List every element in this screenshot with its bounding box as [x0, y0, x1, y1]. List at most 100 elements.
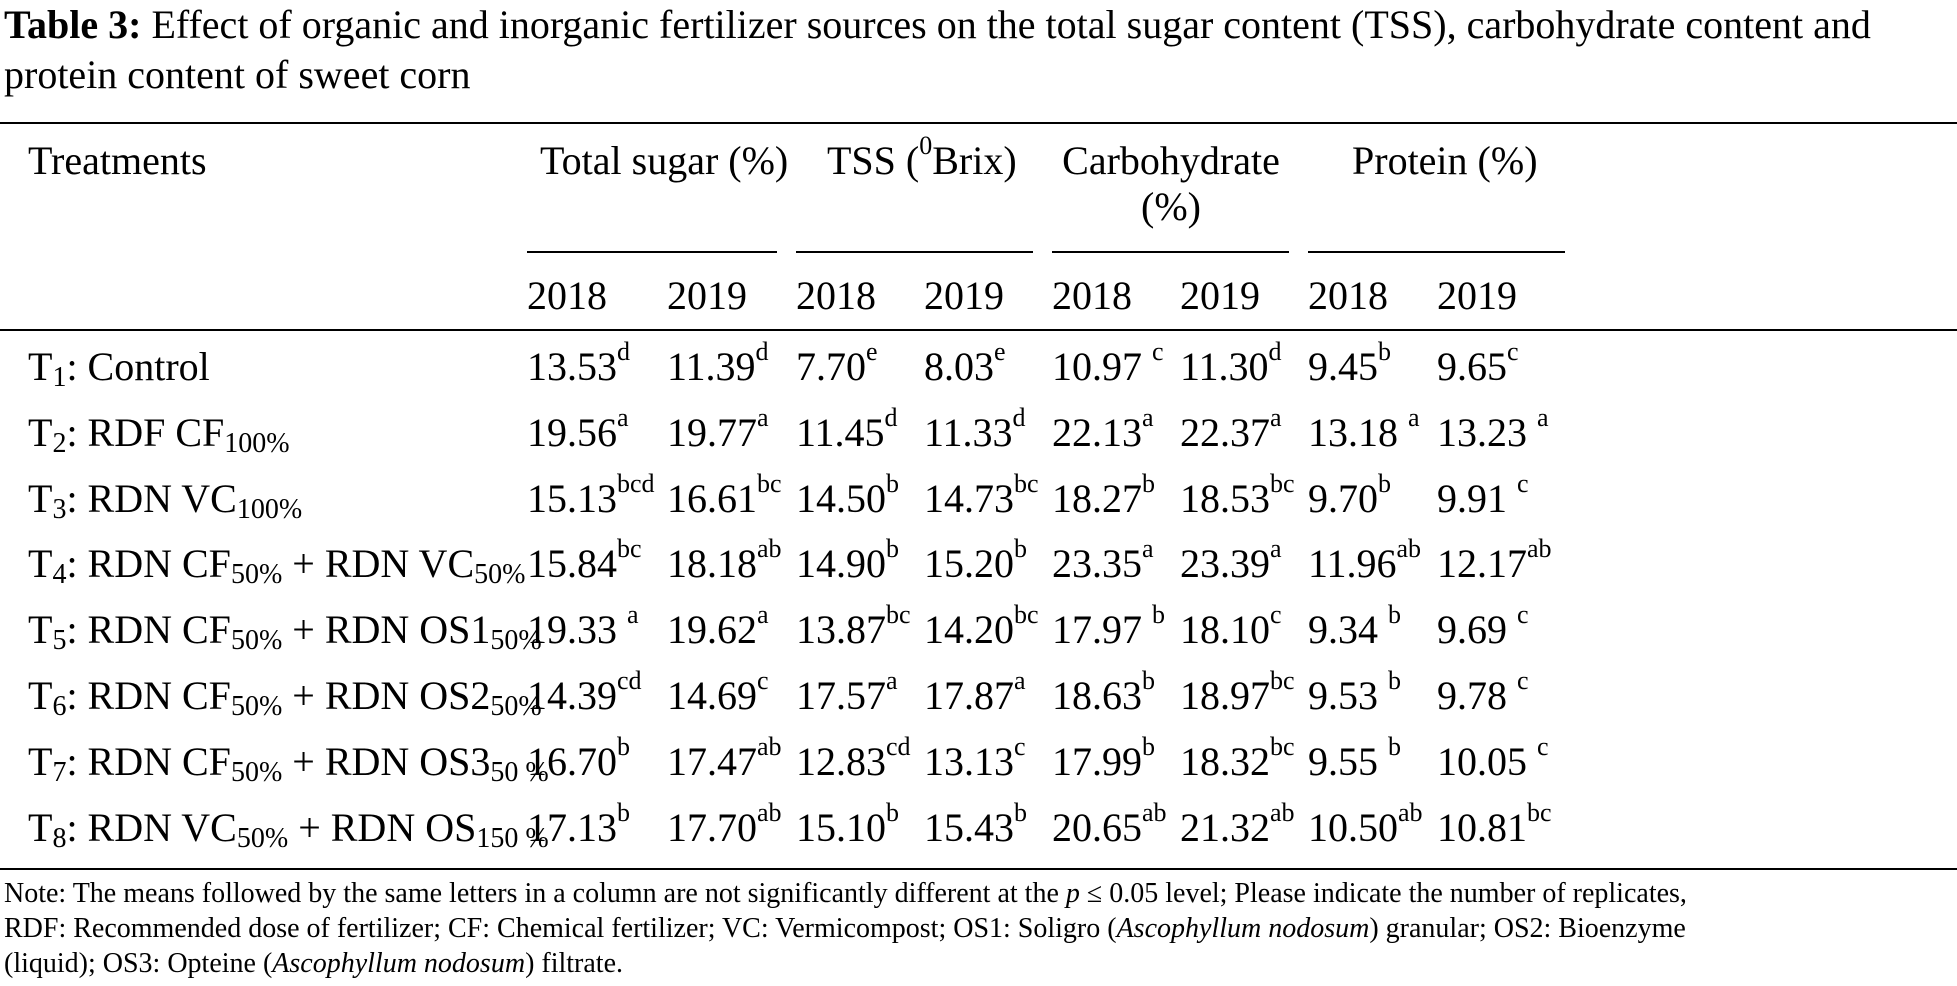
cell-letter: bc — [1014, 599, 1039, 629]
treatment-code: T — [28, 607, 53, 652]
cell-letter: e — [866, 336, 878, 366]
cell-letter: a — [627, 599, 639, 629]
cell-value: 17.87 — [924, 673, 1014, 718]
cell-value: 18.18 — [667, 541, 757, 586]
year-header-cell: 2018 — [1308, 273, 1388, 318]
header-tss-sup: 0 — [919, 130, 933, 160]
table-cell: 9.91 c — [1437, 470, 1529, 523]
cell-value: 15.10 — [796, 805, 886, 850]
table-cell: 9.34 b — [1308, 601, 1401, 654]
cell-letter: bc — [1527, 797, 1552, 827]
cell-value: 11.39 — [667, 344, 756, 389]
treatment-number: 5 — [52, 625, 67, 656]
treatment-label: T2: RDF CF100% — [28, 409, 290, 458]
cell-value: 9.45 — [1308, 344, 1378, 389]
treatment-dose: 100% — [236, 494, 303, 525]
treatment-label: T1: Control — [28, 343, 210, 392]
table-cell: 22.13a — [1052, 404, 1154, 457]
cell-letter: c — [1537, 731, 1549, 761]
cell-letter: c — [757, 665, 769, 695]
year-header-cell: 2018 — [1052, 273, 1132, 318]
treatment-code: T — [28, 476, 53, 521]
table-cell: 19.33 a — [527, 601, 639, 654]
table-cell: 12.17ab — [1437, 535, 1552, 588]
cell-value: 13.23 — [1437, 410, 1537, 455]
treatment-name: : RDN CF — [66, 739, 231, 784]
cell-value: 11.96 — [1308, 541, 1397, 586]
treatment-label: T8: RDN VC50% + RDN OS150 % — [28, 804, 549, 853]
cell-letter: d — [755, 336, 769, 366]
cell-value: 10.81 — [1437, 805, 1527, 850]
table-cell: 18.18ab — [667, 535, 782, 588]
group-rule-protein — [1308, 251, 1565, 253]
cell-value: 12.83 — [796, 739, 886, 784]
cell-value: 15.84 — [527, 541, 617, 586]
table-cell: 17.47ab — [667, 733, 782, 786]
table-caption: Table 3: Effect of organic and inorganic… — [4, 0, 1954, 100]
table-cell: 14.50b — [796, 470, 899, 523]
header-protein: Protein (%) — [1352, 138, 1538, 183]
cell-letter: c — [1014, 731, 1026, 761]
treatment-dose-2: 50% — [490, 625, 542, 656]
table-cell: 10.81bc — [1437, 799, 1552, 852]
cell-value: 11.33 — [924, 410, 1013, 455]
header-carbohydrate: Carbohydrate (%) — [1052, 138, 1290, 230]
cell-value: 10.50 — [1308, 805, 1398, 850]
note-line3-species: Ascophyllum nodosum — [272, 948, 526, 979]
treatment-label: T3: RDN VC100% — [28, 475, 303, 525]
table-cell: 13.13c — [924, 733, 1026, 786]
treatment-number: 4 — [52, 559, 67, 590]
cell-letter: b — [1388, 731, 1401, 761]
group-rule-tss — [796, 251, 1033, 253]
table-cell: 14.69c — [667, 667, 769, 720]
cell-value: 7.70 — [796, 344, 866, 389]
treatment-name: : Control — [66, 344, 210, 389]
cell-value: 17.13 — [527, 805, 617, 850]
table-cell: 17.99b — [1052, 733, 1155, 786]
cell-letter: a — [1014, 665, 1026, 695]
cell-letter: c — [1517, 599, 1529, 629]
table-cell: 11.45d — [796, 404, 898, 457]
table-cell: 22.37a — [1180, 404, 1282, 457]
cell-letter: e — [994, 336, 1006, 366]
treatment-name: : RDN VC — [66, 476, 237, 521]
table-cell: 10.97 c — [1052, 338, 1164, 391]
table-cell: 16.70b — [527, 733, 630, 786]
cell-letter: a — [1408, 402, 1420, 432]
table-cell: 9.45b — [1308, 338, 1391, 391]
cell-value: 19.33 — [527, 607, 627, 652]
cell-value: 17.57 — [796, 673, 886, 718]
cell-value: 21.32 — [1180, 805, 1270, 850]
table-cell: 17.87a — [924, 667, 1026, 720]
treatment-dose: 50% — [230, 691, 283, 722]
treatment-name-2: + RDN OS — [288, 805, 477, 850]
table-cell: 15.43b — [924, 799, 1027, 852]
cell-letter: c — [1270, 599, 1282, 629]
caption-label: Table 3: — [4, 2, 142, 47]
cell-letter: b — [886, 468, 899, 498]
cell-letter: c — [1507, 336, 1519, 366]
cell-letter: bcd — [617, 468, 655, 498]
year-header-cell: 2018 — [796, 273, 876, 318]
cell-letter: ab — [1142, 797, 1167, 827]
cell-value: 19.77 — [667, 410, 757, 455]
cell-value: 19.56 — [527, 410, 617, 455]
treatment-name: : RDN CF — [66, 541, 231, 586]
cell-letter: ab — [757, 797, 782, 827]
cell-value: 16.61 — [667, 476, 757, 521]
cell-value: 16.70 — [527, 739, 617, 784]
cell-value: 15.20 — [924, 541, 1014, 586]
header-tss-tail: Brix) — [932, 138, 1017, 183]
cell-value: 14.69 — [667, 673, 757, 718]
treatment-name: : RDN CF — [66, 673, 231, 718]
table-cell: 18.97bc — [1180, 667, 1295, 720]
year-header-cell: 2019 — [1180, 273, 1260, 318]
cell-value: 12.17 — [1437, 541, 1527, 586]
cell-letter: b — [1388, 599, 1401, 629]
cell-letter: d — [1268, 336, 1282, 366]
table-cell: 18.53bc — [1180, 470, 1295, 523]
table-cell: 11.96ab — [1308, 535, 1421, 588]
treatment-label: T7: RDN CF50% + RDN OS350 % — [28, 738, 549, 787]
cell-letter: ab — [1527, 533, 1552, 563]
cell-letter: b — [1378, 468, 1391, 498]
